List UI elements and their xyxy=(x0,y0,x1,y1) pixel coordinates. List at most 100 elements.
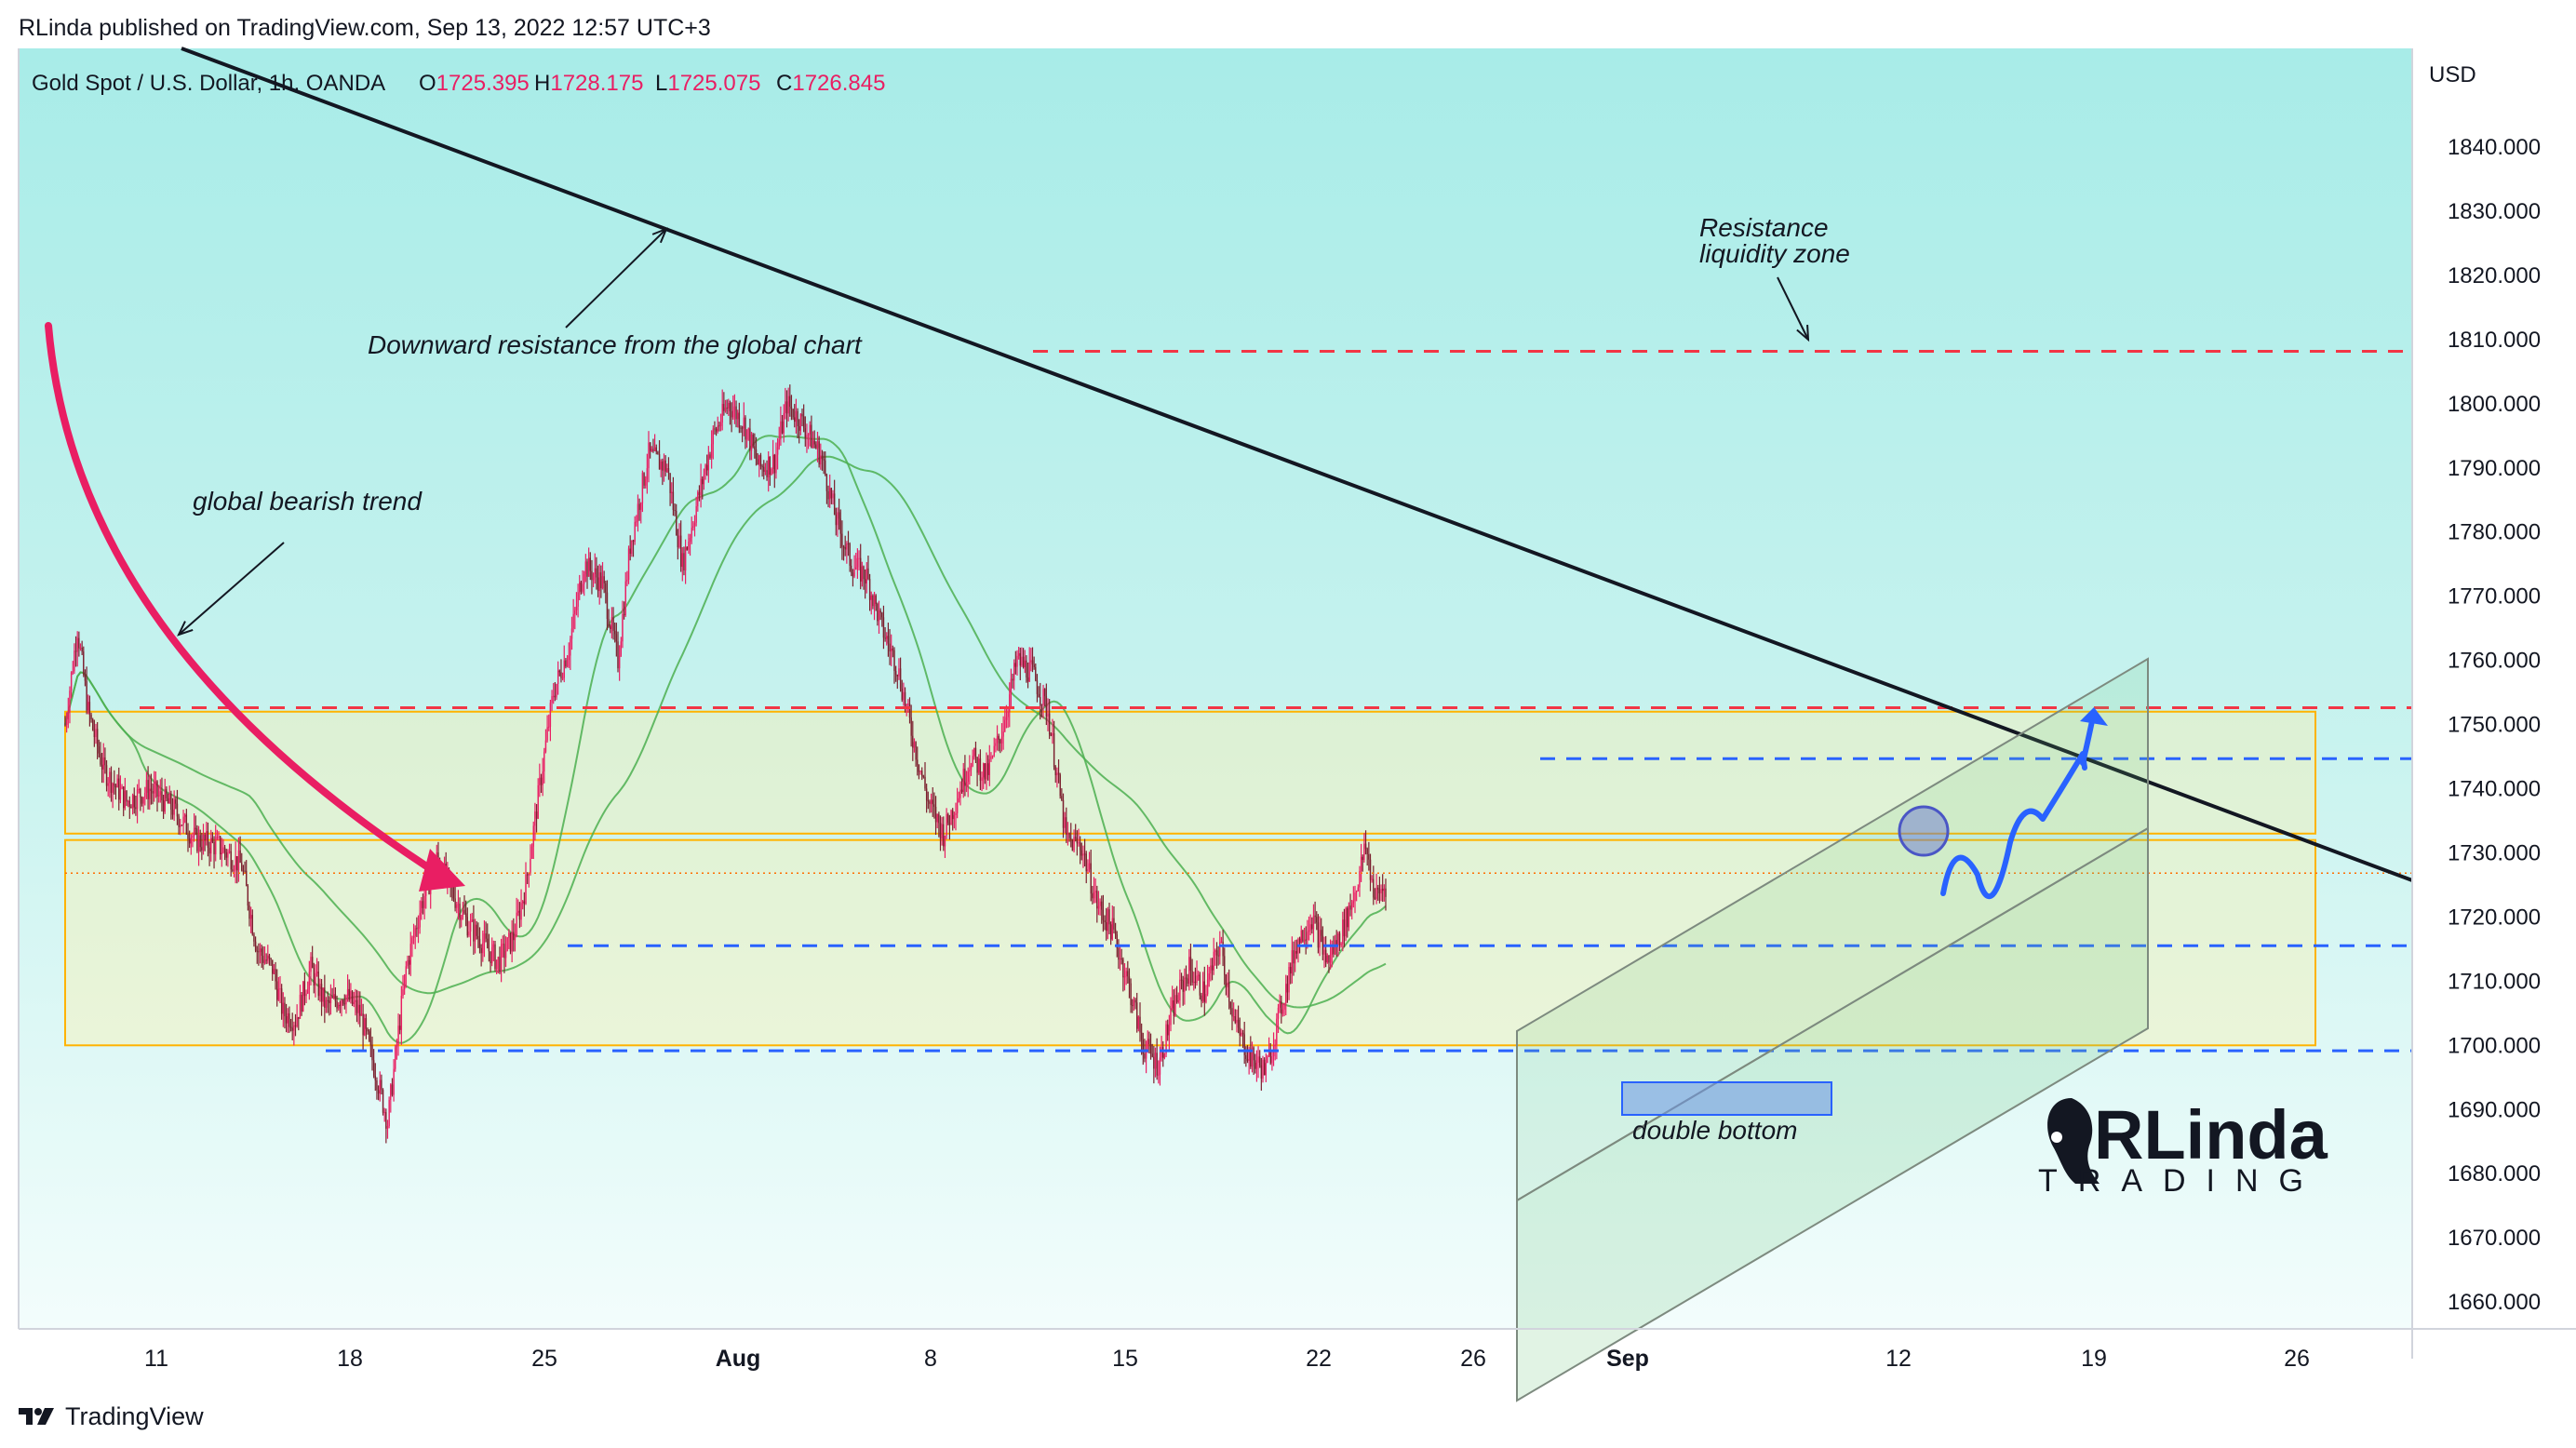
candle-body xyxy=(1312,915,1315,930)
candle xyxy=(407,955,409,969)
candle-body xyxy=(551,696,553,704)
candle xyxy=(679,520,682,572)
candle-body xyxy=(1024,660,1026,667)
candle-body xyxy=(497,957,499,960)
candle-body xyxy=(1241,1032,1244,1035)
candle xyxy=(1217,945,1219,966)
candle xyxy=(284,997,286,1029)
candle xyxy=(769,456,771,487)
candle-body xyxy=(901,688,903,701)
candle xyxy=(279,975,281,1003)
trendline-annotation-arrow-head xyxy=(651,227,668,244)
candle-body xyxy=(759,455,762,467)
candle-body xyxy=(1259,1056,1261,1066)
candle xyxy=(737,409,739,428)
candle-body xyxy=(1191,971,1193,983)
candle-body xyxy=(1208,973,1210,980)
candle xyxy=(95,723,97,744)
candle-body xyxy=(898,668,900,677)
candle-body xyxy=(1140,1032,1143,1040)
candle-body xyxy=(118,778,120,800)
candle xyxy=(173,790,175,822)
price-axis[interactable] xyxy=(2412,48,2576,1328)
candle-body xyxy=(755,449,758,460)
candle-body xyxy=(1267,1055,1268,1064)
candle-body xyxy=(674,509,676,512)
candle-body xyxy=(882,617,885,638)
candle xyxy=(298,1016,300,1031)
candle xyxy=(892,645,894,658)
candle xyxy=(379,1071,381,1102)
candle xyxy=(397,1013,399,1056)
candle xyxy=(763,460,765,480)
candle xyxy=(605,580,607,604)
candle-body xyxy=(218,836,220,838)
candle-body xyxy=(582,583,584,592)
plot-background xyxy=(19,48,2412,1328)
footer: TradingView xyxy=(19,1401,204,1432)
candle xyxy=(1214,948,1216,966)
candle-body xyxy=(495,959,498,970)
candle-body xyxy=(1066,817,1067,835)
candle xyxy=(1088,851,1091,873)
candle xyxy=(1120,948,1122,965)
candle-body xyxy=(263,959,266,963)
candle-body xyxy=(1316,917,1318,923)
candle xyxy=(799,413,802,436)
candle xyxy=(403,973,406,995)
candle xyxy=(825,473,828,504)
candle xyxy=(820,443,822,470)
candle-body xyxy=(1168,1025,1171,1036)
candle xyxy=(1283,1002,1285,1016)
candle-body xyxy=(657,451,659,455)
candle xyxy=(1056,767,1058,788)
candle-body xyxy=(317,972,319,997)
candle xyxy=(1019,647,1021,680)
candle-body xyxy=(543,751,545,772)
candle-body xyxy=(69,690,71,712)
candle xyxy=(357,990,359,1025)
bearish-annotation-arrow-head xyxy=(177,621,194,637)
candle xyxy=(1276,1012,1278,1060)
resistance-annotation-arrow xyxy=(1777,276,1809,341)
candle-body xyxy=(846,543,848,550)
candle-body xyxy=(1298,938,1301,944)
candle xyxy=(544,729,547,754)
candle xyxy=(1116,931,1118,958)
candle-body xyxy=(246,870,248,887)
candle xyxy=(1009,682,1011,728)
candle-body xyxy=(1153,1056,1155,1069)
high-label: H xyxy=(534,71,550,96)
candle xyxy=(211,832,214,844)
candle xyxy=(488,933,490,962)
candle xyxy=(362,1003,364,1051)
candle xyxy=(925,784,928,813)
candle-body xyxy=(849,543,851,566)
candle xyxy=(334,986,337,1008)
candle xyxy=(815,441,817,449)
svg-text:O1725.395: O1725.395 xyxy=(419,71,530,96)
candle-body xyxy=(973,747,975,757)
candle xyxy=(766,460,768,481)
candle-body xyxy=(875,595,877,604)
candle-body xyxy=(1151,1053,1153,1057)
candle xyxy=(618,645,621,681)
candle-body xyxy=(1231,1008,1233,1017)
candle xyxy=(566,654,569,668)
candle-body xyxy=(1014,663,1017,667)
candle-body xyxy=(749,428,751,451)
candle xyxy=(313,962,315,994)
candle xyxy=(178,813,180,835)
candle-body xyxy=(336,1000,338,1009)
candle-body xyxy=(1277,1007,1280,1019)
candle xyxy=(1383,884,1386,902)
candle-body xyxy=(345,995,347,1005)
candle xyxy=(996,725,999,751)
candle-body xyxy=(478,938,481,948)
candle-body xyxy=(1057,772,1060,775)
candle xyxy=(1185,965,1187,991)
tradingview-logo-icon[interactable] xyxy=(19,1406,56,1427)
candle xyxy=(110,766,113,802)
candle-body xyxy=(1082,853,1084,856)
